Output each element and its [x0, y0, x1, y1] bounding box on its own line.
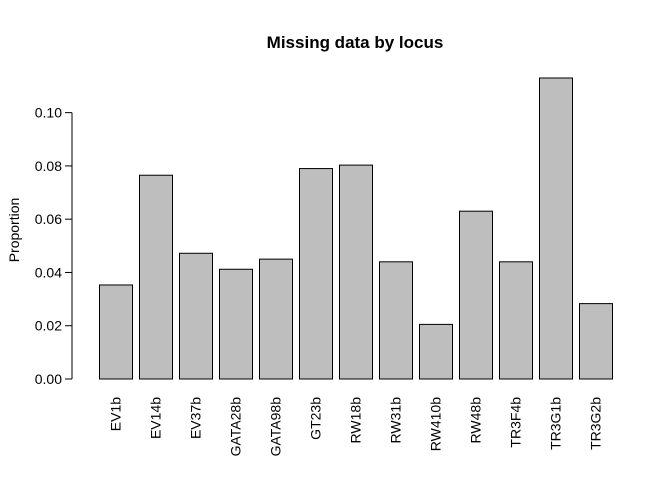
- bar-tr3g2b: [579, 303, 613, 380]
- y-tick-label: 0.00: [35, 371, 62, 387]
- y-tick-label: 0.06: [35, 211, 62, 227]
- y-tick-label: 0.10: [35, 105, 62, 121]
- bar-tr3f4b: [499, 261, 533, 380]
- y-tick-label: 0.04: [35, 264, 62, 280]
- bar-ev1b: [99, 284, 133, 380]
- x-tick-label-gata98b: GATA98b: [268, 397, 284, 457]
- x-tick-label-ev14b: EV14b: [148, 397, 164, 439]
- x-tick-label-tr3g2b: TR3G2b: [588, 397, 604, 450]
- x-tick-label-gt23b: GT23b: [308, 397, 324, 440]
- x-tick-label-rw48b: RW48b: [468, 397, 484, 444]
- bars-group: [99, 77, 613, 380]
- bar-gt23b: [299, 168, 333, 380]
- x-tick-labels: EV1b EV14b EV37b GATA28b GATA98b GT23b RW18b RW…: [108, 397, 604, 457]
- bar-rw31b: [379, 261, 413, 380]
- bar-ev37b: [179, 252, 213, 380]
- x-tick-label-gata28b: GATA28b: [228, 397, 244, 457]
- x-tick-label-rw410b: RW410b: [428, 397, 444, 451]
- bar-gata28b: [219, 268, 253, 380]
- y-tick-label: 0.08: [35, 158, 62, 174]
- bar-rw48b: [459, 210, 493, 380]
- x-tick-label-ev37b: EV37b: [188, 397, 204, 439]
- y-axis-label: Proportion: [6, 198, 22, 263]
- y-axis: 0.00 0.02 0.04 0.06 0.08 0.10: [35, 105, 73, 387]
- x-tick-label-tr3g1b: TR3G1b: [548, 397, 564, 450]
- chart-title: Missing data by locus: [267, 33, 444, 52]
- x-tick-label-ev1b: EV1b: [108, 397, 124, 431]
- bar-rw410b: [419, 323, 453, 380]
- bar-tr3g1b: [539, 77, 573, 380]
- y-tick-label: 0.02: [35, 318, 62, 334]
- x-tick-label-tr3f4b: TR3F4b: [508, 397, 524, 448]
- bar-ev14b: [139, 174, 173, 380]
- x-tick-label-rw31b: RW31b: [388, 397, 404, 444]
- bar-gata98b: [259, 258, 293, 380]
- bar-rw18b: [339, 164, 373, 380]
- x-tick-label-rw18b: RW18b: [348, 397, 364, 444]
